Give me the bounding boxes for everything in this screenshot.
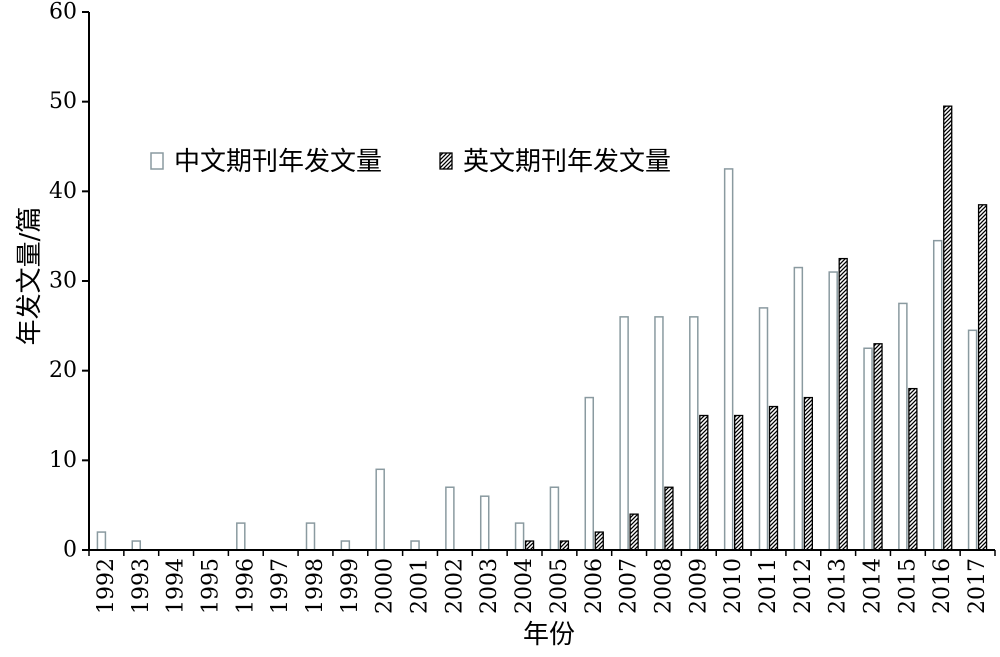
axes [82, 11, 996, 556]
legend-label-english: 英文期刊年发文量 [463, 147, 671, 177]
legend-swatch-english [439, 152, 453, 170]
y-tick-label: 50 [49, 89, 77, 114]
bar-english-2015 [908, 387, 918, 551]
x-tick-label: 2001 [408, 558, 433, 614]
x-tick-label: 2005 [547, 558, 572, 614]
bar-chinese-2009 [689, 316, 699, 551]
bar-english-2014 [873, 343, 883, 551]
x-tick-label: 2008 [651, 558, 676, 614]
y-tick-label: 20 [49, 358, 77, 383]
x-tick-label: 1994 [164, 558, 189, 614]
bar-english-2006 [594, 531, 604, 551]
x-tick-label: 2006 [582, 558, 607, 614]
bar-chinese-2006 [584, 396, 595, 551]
bar-chinese-2007 [619, 316, 629, 551]
x-tick-label: 2007 [617, 558, 642, 614]
bar-chinese-2003 [479, 495, 490, 551]
x-tick-label: 1998 [303, 558, 328, 614]
bar-english-2009 [699, 414, 709, 551]
bar-chinese-2012 [793, 266, 804, 551]
bar-chinese-1998 [305, 522, 316, 551]
x-tick-label: 2002 [442, 558, 467, 614]
x-tick-label: 2013 [826, 558, 851, 614]
bar-chinese-2001 [410, 540, 420, 551]
y-tick-label: 10 [49, 448, 77, 473]
legend-label-chinese: 中文期刊年发文量 [174, 147, 382, 177]
x-tick-label: 2017 [965, 558, 990, 614]
x-axis-title: 年份 [523, 620, 575, 650]
y-tick-label: 30 [49, 269, 77, 294]
bar-chinese-1999 [340, 540, 351, 551]
legend-swatch-chinese [150, 152, 164, 170]
y-tick-label: 60 [49, 0, 77, 25]
bar-english-2016 [943, 105, 953, 551]
bar-english-2012 [803, 396, 813, 551]
x-tick-label: 1992 [94, 558, 119, 614]
x-tick-label: 2004 [512, 558, 537, 614]
bar-english-2013 [838, 257, 848, 551]
x-tick-label: 2010 [721, 558, 746, 614]
x-tick-label: 2016 [930, 558, 955, 614]
bar-chinese-2011 [758, 307, 769, 551]
y-tick-label: 40 [49, 179, 77, 204]
bar-chinese-2004 [514, 522, 525, 551]
x-tick-label: 2012 [791, 558, 816, 614]
x-tick-label: 1999 [338, 558, 363, 614]
y-tick-label: 0 [63, 538, 77, 563]
x-tick-label: 1997 [268, 558, 293, 614]
bar-english-2004 [524, 540, 535, 551]
bar-english-2010 [734, 414, 744, 551]
x-tick-label: 2015 [895, 558, 920, 614]
bar-chinese-1993 [131, 540, 142, 551]
bar-chinese-2013 [828, 271, 838, 551]
bar-chinese-2010 [723, 168, 734, 551]
bar-chinese-2016 [932, 239, 943, 551]
x-tick-label: 2009 [686, 558, 711, 614]
x-tick-label: 2014 [861, 558, 886, 614]
bar-chinese-2015 [898, 302, 908, 551]
bars [96, 105, 988, 551]
x-tick-label: 1996 [233, 558, 258, 614]
bar-english-2008 [664, 486, 674, 551]
tick-labels: 0 10 20 30 40 50 60 1992 1993 1994 1995 1996 1997 199… [49, 0, 990, 614]
bar-english-2005 [559, 540, 570, 551]
x-tick-label: 2000 [373, 558, 398, 614]
bar-english-2011 [768, 405, 779, 551]
bar-chinese-2005 [549, 486, 560, 551]
x-tick-label: 2011 [756, 558, 781, 614]
bar-chinese-2014 [863, 347, 873, 551]
x-tick-label: 1995 [198, 558, 223, 614]
bar-chinese-2017 [967, 329, 978, 551]
bar-english-2017 [977, 204, 988, 551]
legend: 中文期刊年发文量 英文期刊年发文量 [150, 147, 671, 177]
x-tick-label: 2003 [477, 558, 502, 614]
bar-chinese-1992 [96, 531, 107, 551]
bar-chinese-2002 [445, 486, 455, 551]
bar-chinese-2008 [654, 316, 664, 551]
x-tick-label: 1993 [129, 558, 154, 614]
bar-chinese-1996 [236, 522, 246, 551]
bar-chinese-2000 [375, 468, 385, 551]
y-axis-title: 年发文量/篇 [15, 207, 45, 346]
bar-english-2007 [629, 513, 639, 551]
